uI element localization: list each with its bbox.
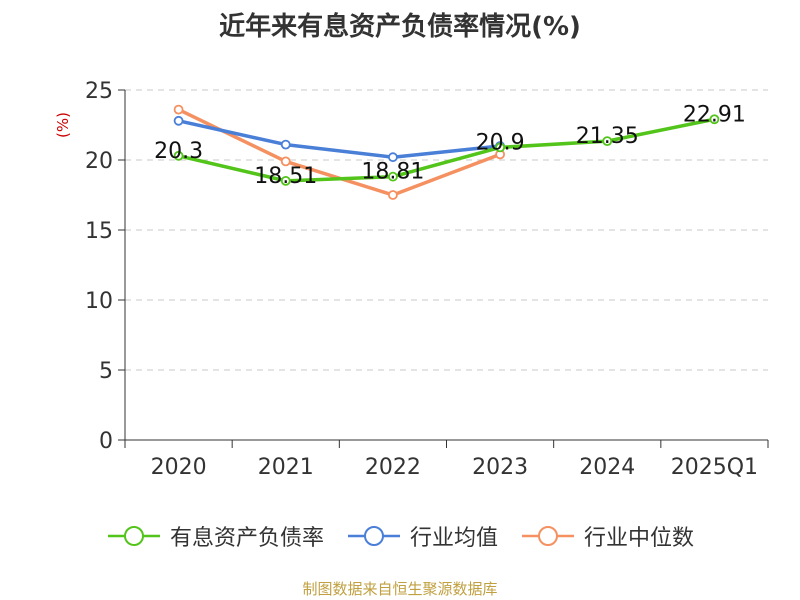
data-label: 18.51 [254,164,317,189]
legend-label: 有息资产负债率 [169,526,324,551]
data-point [495,142,505,153]
x-tick-label: 2021 [258,455,314,480]
legend-label: 行业均值 [409,526,498,551]
data-point [709,114,720,125]
legend-item[interactable]: 有息资产负债率 [106,520,324,552]
data-point [388,190,398,200]
data-label: 20.9 [476,130,525,155]
y-tick-label: 10 [85,289,113,314]
legend-marker-icon [107,526,160,546]
legend: 有息资产负债率 行业均值 行业中位数 [0,520,800,552]
x-tick-label: 2023 [472,455,528,480]
y-tick-label: 5 [99,359,113,384]
data-point [388,152,398,163]
legend-marker-icon [522,526,574,546]
x-tick-label: 2025Q1 [671,455,758,480]
legend-label: 行业中位数 [584,526,695,551]
data-point [280,139,291,150]
data-point [173,104,184,115]
legend-item[interactable]: 行业中位数 [520,520,694,552]
x-tick-label: 2024 [579,455,635,480]
grid-layer [125,89,768,371]
series-line [176,117,717,183]
data-label: 21.35 [576,124,639,149]
data-label-layer: 20.3 18.51 18.81 20.9 21.35 22.91 [154,102,746,189]
data-point [280,156,291,167]
x-tick-label: 2022 [365,455,421,480]
y-tick-label: 0 [99,429,113,454]
series-line [176,119,502,159]
axis-layer: 0 5 10 15 20 25 2020 2021 2022 2023 2024 2025Q1 (%) [54,79,769,480]
x-tick-label: 2020 [151,455,207,480]
data-label: 22.91 [683,102,746,127]
series-layer [173,104,720,200]
y-tick-label: 15 [85,219,113,244]
data-point [280,175,291,186]
y-axis-label: (%) [54,112,72,138]
data-label: 20.3 [154,139,203,164]
source-note: 制图数据来自恒生聚源数据库 [302,580,498,598]
data-point [602,136,613,147]
legend-marker-icon [347,526,400,546]
y-tick-label: 20 [85,149,113,174]
chart-title: 近年来有息资产负债率情况(%) [219,12,581,42]
legend-item[interactable]: 行业均值 [346,520,498,552]
y-tick-label: 25 [85,79,113,104]
data-label: 18.81 [361,160,424,185]
data-point [173,150,184,161]
data-point [173,115,184,126]
data-point [388,171,398,182]
